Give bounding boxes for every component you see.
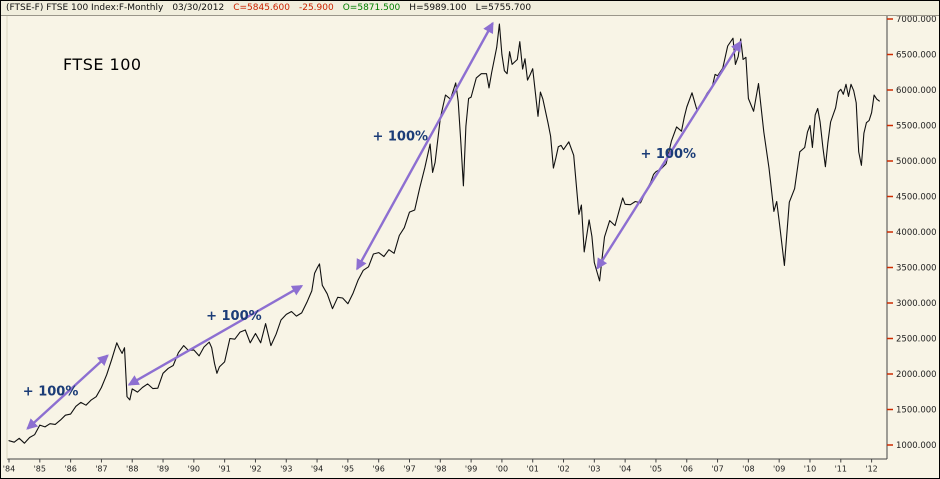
x-axis-label: '04 bbox=[619, 465, 631, 474]
x-axis-label: '85 bbox=[34, 465, 46, 474]
x-axis-label: '98 bbox=[434, 465, 446, 474]
low-value: L=5755.700 bbox=[475, 3, 532, 13]
symbol-series-label: (FTSE-F) FTSE 100 Index:F-Monthly bbox=[6, 3, 164, 13]
chart-header-bar: (FTSE-F) FTSE 100 Index:F-Monthly 03/30/… bbox=[1, 1, 939, 16]
y-axis-label: 5000.000 bbox=[896, 157, 937, 167]
y-axis-label: 2500.000 bbox=[896, 335, 937, 345]
y-axis-label: 4000.000 bbox=[896, 228, 937, 238]
trend-arrow bbox=[127, 284, 304, 386]
y-axis-label: 6000.000 bbox=[896, 86, 937, 96]
x-axis-label: '10 bbox=[804, 465, 816, 474]
x-axis-label: '89 bbox=[157, 465, 169, 474]
trend-arrow bbox=[356, 21, 494, 271]
x-axis-label: '91 bbox=[218, 465, 230, 474]
x-axis-label: '93 bbox=[280, 465, 292, 474]
x-axis-label: '94 bbox=[311, 465, 323, 474]
x-axis-label: '07 bbox=[711, 465, 723, 474]
x-axis-label: '90 bbox=[188, 465, 200, 474]
price-series-line bbox=[8, 23, 880, 444]
price-line bbox=[8, 23, 880, 444]
y-axis-label: 7000.000 bbox=[896, 15, 937, 25]
chart-title: FTSE 100 bbox=[63, 55, 142, 74]
x-axis-label: '03 bbox=[588, 465, 600, 474]
x-axis-label: '97 bbox=[403, 465, 415, 474]
x-axis-label: '88 bbox=[126, 465, 138, 474]
trend-arrow bbox=[596, 40, 742, 270]
x-axis-label: '08 bbox=[742, 465, 754, 474]
high-value: H=5989.100 bbox=[409, 3, 467, 13]
y-axis-label: 3000.000 bbox=[896, 299, 937, 309]
y-axis-label: 3500.000 bbox=[896, 264, 937, 274]
open-value: O=5871.500 bbox=[342, 3, 401, 13]
axes: 7000.000 6500.000 6000.000 5500.000 5000.000… bbox=[3, 15, 937, 474]
x-axis-label: '99 bbox=[465, 465, 477, 474]
plus-100-percent-annotation: + 100% bbox=[372, 129, 428, 144]
x-axis-label: '86 bbox=[64, 465, 76, 474]
plus-100-percent-annotation: + 100% bbox=[640, 147, 696, 162]
x-axis-label: '11 bbox=[835, 465, 847, 474]
x-axis-label: '95 bbox=[342, 465, 354, 474]
y-axis-label: 2000.000 bbox=[896, 370, 937, 380]
x-axis-label: '09 bbox=[773, 465, 785, 474]
x-axis-label: '06 bbox=[681, 465, 693, 474]
x-axis-label: '00 bbox=[496, 465, 508, 474]
plus-100-percent-annotation: + 100% bbox=[206, 309, 262, 324]
x-axis-label: '87 bbox=[95, 465, 107, 474]
y-axis-label: 1500.000 bbox=[896, 406, 937, 416]
x-axis-label: '12 bbox=[865, 465, 877, 474]
net-change-value: -25.900 bbox=[298, 3, 334, 13]
x-axis-label: '02 bbox=[557, 465, 569, 474]
x-axis-label: '01 bbox=[527, 465, 539, 474]
y-axis-label: 5500.000 bbox=[896, 122, 937, 132]
x-axis-label: '96 bbox=[372, 465, 384, 474]
plus-100-percent-annotation: + 100% bbox=[23, 384, 79, 399]
x-axis-label: '92 bbox=[249, 465, 261, 474]
annotations: + 100% + 100% + 100% + 100% bbox=[23, 21, 742, 430]
quote-date: 03/30/2012 bbox=[172, 3, 225, 13]
x-axis-label: '05 bbox=[650, 465, 662, 474]
y-axis-label: 1000.000 bbox=[896, 441, 937, 451]
x-axis-label: '84 bbox=[3, 465, 15, 474]
trend-arrow bbox=[26, 354, 109, 430]
close-value: C=5845.600 bbox=[233, 3, 290, 13]
y-axis-label: 4500.000 bbox=[896, 193, 937, 203]
y-axis-label: 6500.000 bbox=[896, 51, 937, 61]
